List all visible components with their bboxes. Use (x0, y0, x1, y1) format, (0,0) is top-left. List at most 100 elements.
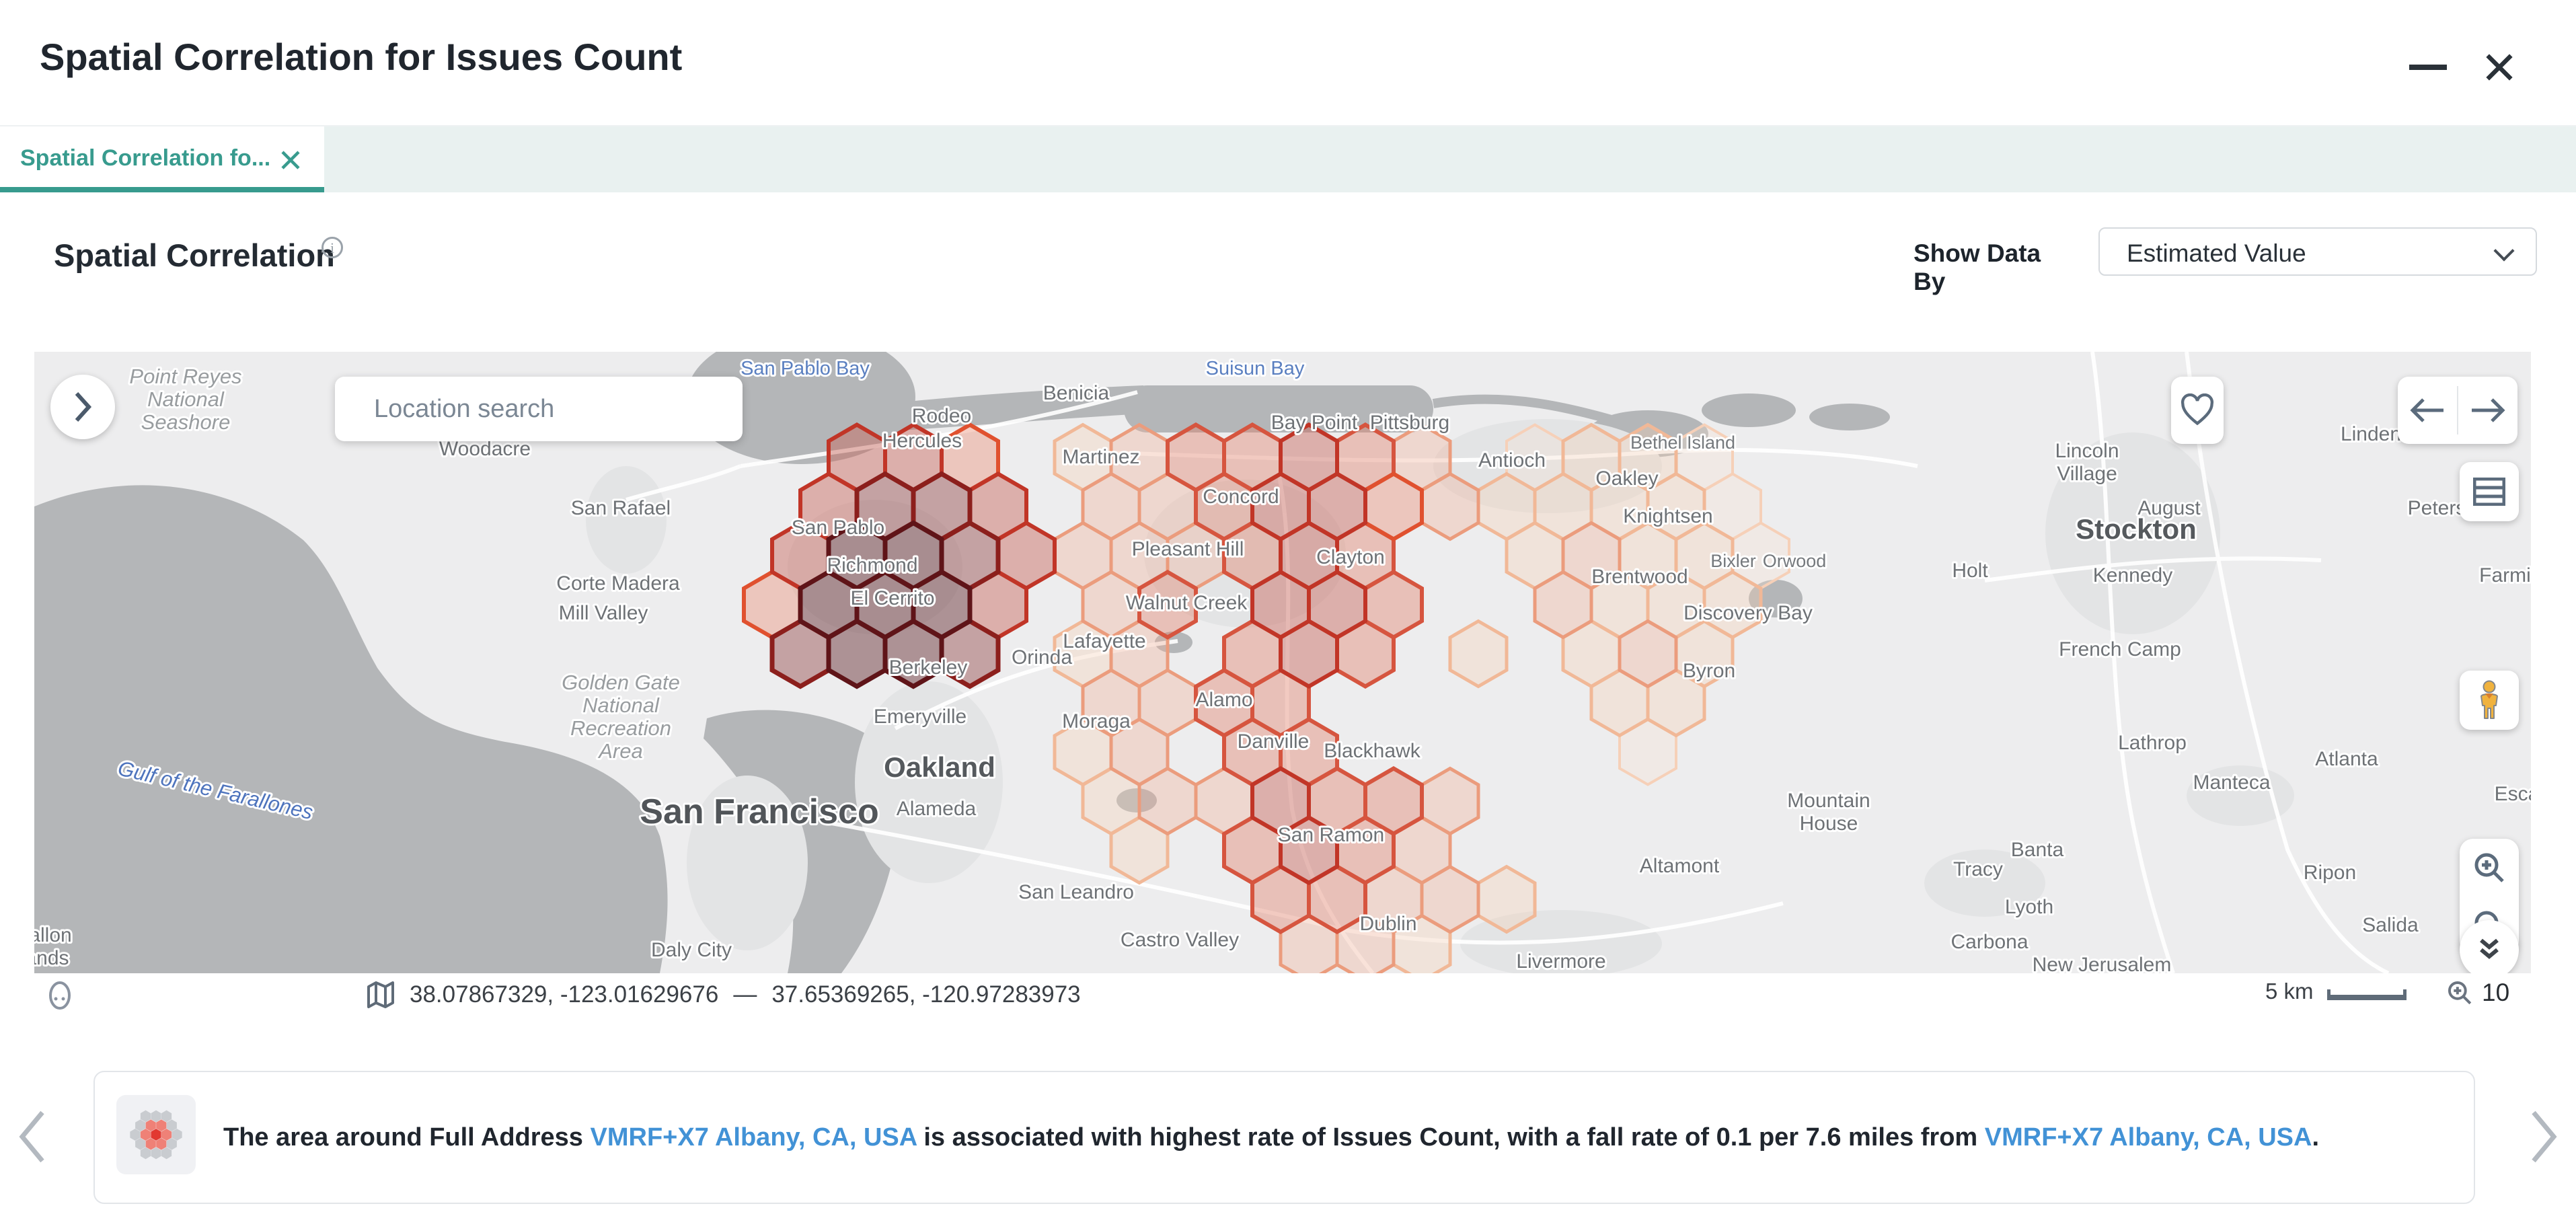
map-label: Carbona (1950, 931, 2028, 953)
map-canvas[interactable]: San Pablo Bay Suisun Bay Point Reyes Nation… (34, 352, 2531, 973)
map-label: New Jerusalem (2033, 954, 2172, 973)
arrow-left-icon (2410, 398, 2444, 422)
heatmap-hexagon[interactable] (1279, 619, 1339, 689)
map-label: Mill Valley (559, 602, 648, 624)
map-label: Discovery Bay (1683, 602, 1813, 624)
map-label: El Cerrito (850, 587, 934, 609)
back-button[interactable] (2398, 377, 2457, 444)
street-view-button[interactable] (2460, 671, 2519, 730)
close-button[interactable] (2472, 40, 2526, 94)
search-input[interactable] (335, 377, 743, 441)
collapse-controls-button[interactable] (2460, 920, 2519, 973)
show-data-by-dropdown[interactable]: Estimated Value (2098, 227, 2537, 276)
map-label: Brentwood (1591, 566, 1688, 588)
map-label: Bixler (1710, 551, 1756, 571)
chevron-right-icon (75, 391, 92, 422)
favorite-button[interactable] (2171, 377, 2224, 444)
insight-card: The area around Full Address VMRF+X7 Alb… (93, 1071, 2475, 1204)
map-label: Daly City (651, 939, 732, 961)
insight-link-1[interactable]: VMRF+X7 Albany, CA, USA (590, 1123, 917, 1152)
heart-icon (2181, 393, 2214, 426)
map-label: Moraga (1062, 710, 1131, 732)
heatmap-hexagon[interactable] (1476, 864, 1537, 934)
coordinates-separator: — (733, 981, 757, 1008)
insight-suffix: . (2312, 1123, 2320, 1152)
map-label: Altamont (1640, 855, 1720, 877)
heatmap-hexagon[interactable] (1448, 619, 1509, 689)
map-label: Orinda (1012, 646, 1072, 669)
chevron-down-icon (2493, 240, 2515, 262)
heatmap-hexagon[interactable] (1533, 570, 1593, 640)
heatmap-hexagon[interactable] (1279, 815, 1339, 885)
minimize-icon (2409, 65, 2447, 70)
tab-close-icon[interactable] (277, 147, 304, 174)
scale-bar (2326, 989, 2407, 1000)
side-panel-toggle-button[interactable] (50, 375, 115, 439)
map-label: Tracy (1953, 858, 2003, 880)
map-label: Pleasant Hill (1132, 538, 1244, 560)
map-label: Richmond (827, 554, 917, 576)
map-label: Livermore (1516, 950, 1605, 973)
heatmap-hexagon[interactable] (826, 618, 888, 689)
heatmap-hexagon[interactable] (1137, 570, 1198, 640)
arrow-right-icon (2472, 398, 2505, 422)
tab-label: Spatial Correlation fo... (20, 145, 271, 171)
info-icon[interactable]: i (321, 237, 343, 258)
map-label: Peters (2408, 497, 2466, 519)
carousel-next-button[interactable] (2521, 1103, 2568, 1170)
scale-label: 5 km (2265, 979, 2314, 1004)
minimize-button[interactable] (2401, 40, 2455, 94)
map-label: Holt (1952, 560, 1988, 582)
map-label: Golden Gate National Recreation Area (562, 671, 680, 763)
zoom-indicator: 10 (2447, 979, 2509, 1007)
window-header: Spatial Correlation for Issues Count (0, 0, 2576, 126)
tab-bar: Spatial Correlation fo... (0, 126, 2576, 192)
map-labels: San Pablo Bay Suisun Bay Point Reyes Nation… (34, 356, 2531, 973)
zoom-in-button[interactable] (2460, 839, 2519, 897)
heatmap-hexagon[interactable] (1618, 619, 1678, 689)
divider (2457, 386, 2458, 435)
heatmap-hexagon[interactable] (1420, 471, 1480, 541)
magnifier-plus-icon (2448, 981, 2472, 1005)
map-label: San Rafael (571, 497, 671, 519)
map-label: Manteca (2193, 771, 2270, 794)
map-label: Knightsen (1623, 505, 1712, 527)
map-label: Orwood (1763, 551, 1827, 571)
rows-icon (2473, 478, 2505, 506)
map-label: Kennedy (2093, 564, 2172, 587)
heatmap-hexagon[interactable] (882, 618, 944, 689)
map-label: Rodeo (912, 405, 971, 427)
insight-link-2[interactable]: VMRF+X7 Albany, CA, USA (1984, 1123, 2312, 1152)
insight-middle: is associated with highest rate of Issue… (916, 1123, 1985, 1152)
map-label: Salida (2362, 914, 2419, 936)
close-icon (2486, 54, 2513, 81)
heatmap-hexagon[interactable] (1420, 864, 1480, 934)
road-lines (626, 352, 2390, 973)
map-label: Oakland (884, 751, 995, 783)
heatmap-hexagon[interactable] (1137, 766, 1198, 836)
heatmap-hexagon[interactable] (1363, 471, 1424, 541)
map-scale: 5 km (2265, 979, 2407, 1004)
map-label: Berkeley (889, 656, 968, 679)
map-label: Walnut Creek (1126, 592, 1248, 614)
map-label: rallonands (34, 924, 72, 969)
map-status-bar: 38.07867329, -123.01629676 — 37.65369265… (0, 973, 2576, 1018)
map-label: Oakley (1595, 467, 1658, 490)
zoom-level: 10 (2482, 979, 2510, 1006)
layers-button[interactable] (2460, 462, 2519, 521)
insight-prefix: The area around Full Address (223, 1123, 591, 1152)
map-label: Atlanta (2315, 748, 2378, 770)
show-data-by-label: Show Data By (1914, 239, 2041, 295)
map-label: San Leandro (1018, 881, 1134, 903)
carousel-prev-button[interactable] (8, 1103, 55, 1170)
map-label: Farmington (2479, 564, 2531, 587)
map-label: Lyoth (2005, 896, 2053, 918)
globe-icon[interactable] (44, 980, 75, 1011)
map-label: San Pablo Bay (741, 358, 870, 379)
map-icon (367, 981, 394, 1008)
forward-button[interactable] (2458, 377, 2517, 444)
dropdown-value: Estimated Value (2127, 239, 2306, 267)
map-label: Escalon (2495, 783, 2531, 805)
coordinates-from: 38.07867329, -123.01629676 (410, 981, 719, 1008)
tab-spatial-correlation[interactable]: Spatial Correlation fo... (0, 126, 324, 192)
